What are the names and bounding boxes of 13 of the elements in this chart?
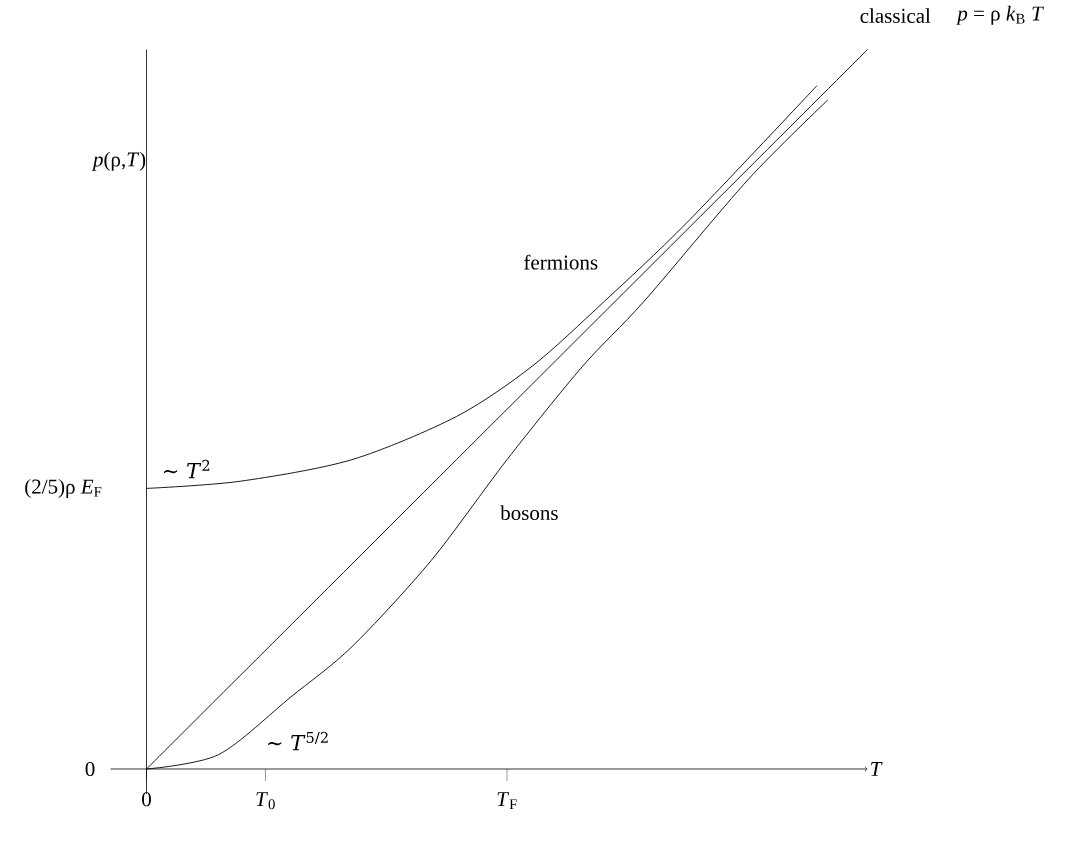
series-label: classical: [860, 8, 931, 23]
y-axis-title: p(ρ,T): [91, 151, 146, 171]
x-tick-label: T$_{0}$: [256, 792, 275, 810]
x-axis-title: T: [871, 762, 883, 776]
annotation: 0: [85, 761, 95, 777]
series-label: bosons: [500, 505, 558, 521]
series-label: fermions: [524, 254, 598, 270]
annotation: (2/5)ρ E$_{F}$: [25, 478, 102, 498]
x-tick-label: T$_{F}$: [497, 792, 517, 810]
annotation: ∼ T$^{2}$: [163, 459, 210, 479]
x-tick-label: 0: [142, 792, 151, 807]
text: p = ρ k$_{B}$ T: [956, 5, 1044, 25]
annotation: ∼ T$^{5/2}$: [268, 731, 328, 751]
